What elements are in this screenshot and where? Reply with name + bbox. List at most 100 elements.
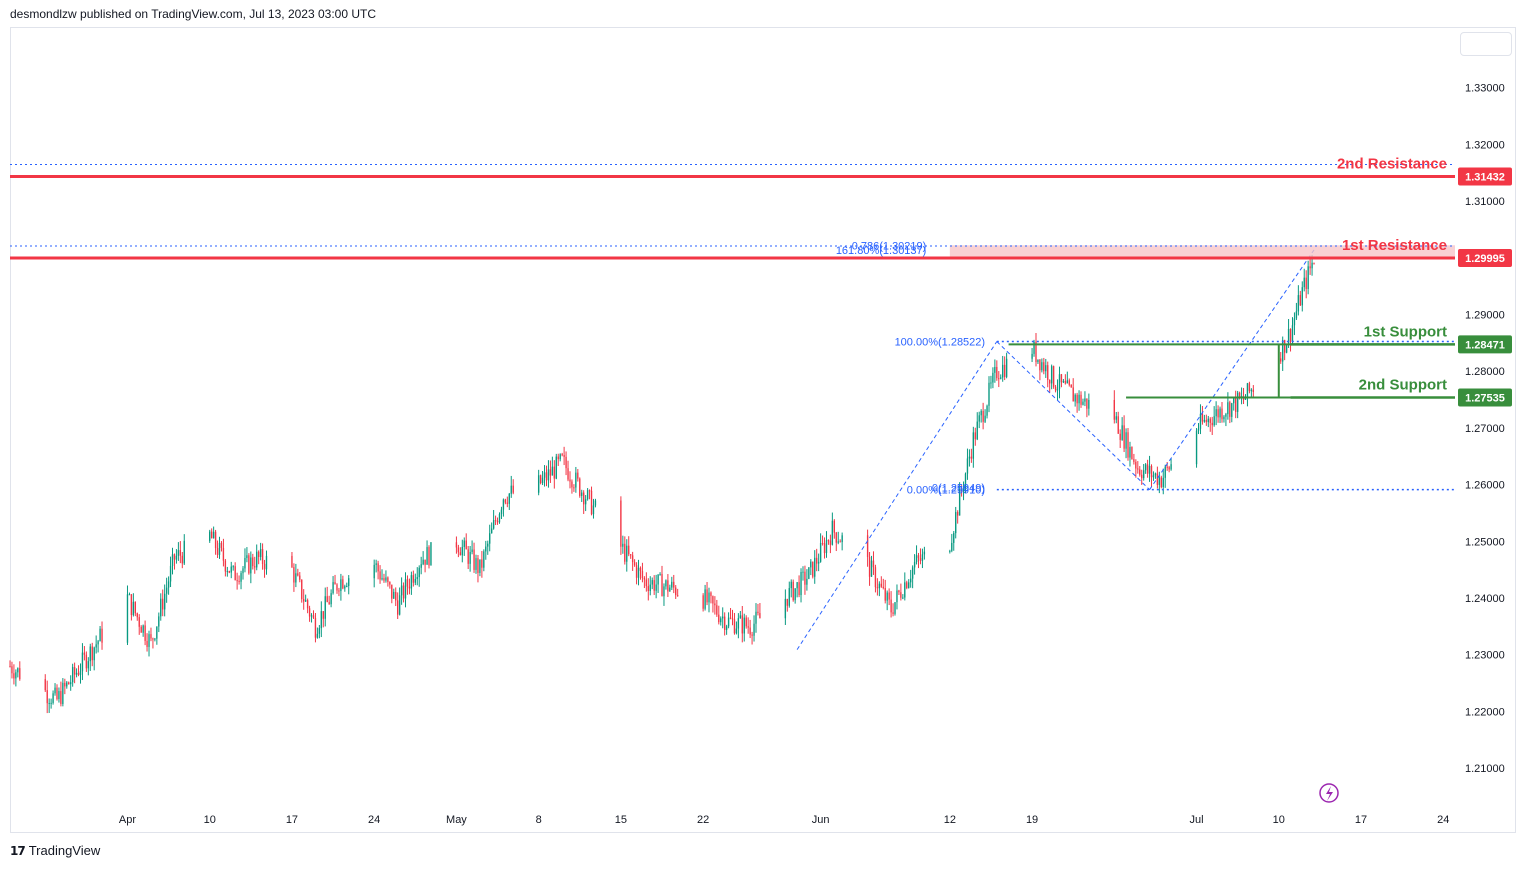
fib-trend-line [1149, 249, 1315, 490]
candle-body [1150, 465, 1153, 478]
candle-body [158, 616, 160, 627]
candle-body [741, 615, 743, 634]
candle-body [379, 571, 381, 580]
candle-body [160, 598, 162, 617]
candle-body [913, 561, 916, 568]
price-tag-text: 1.29995 [1465, 253, 1505, 265]
candle-body [759, 613, 761, 619]
candle-body [506, 502, 509, 504]
y-tick-label: 1.32000 [1465, 139, 1505, 151]
fib-target-zone [949, 245, 1455, 259]
candle-body [870, 560, 873, 577]
y-tick-label: 1.31000 [1465, 196, 1505, 208]
candle-body [344, 586, 346, 589]
candle-body [583, 492, 585, 505]
candle-body [1041, 362, 1043, 371]
candle-body [11, 666, 13, 674]
candle-body [148, 634, 150, 647]
candle-body [1199, 413, 1202, 429]
candle-body [152, 638, 154, 640]
price-tag [1458, 167, 1512, 186]
candle-body [1135, 461, 1137, 469]
candle-body [626, 545, 628, 562]
chart-frame[interactable] [10, 27, 1516, 833]
candle-body [299, 575, 301, 580]
candle-body [248, 555, 250, 574]
candle-body [1221, 408, 1223, 420]
candle-body [817, 561, 820, 564]
candle-body [716, 605, 718, 615]
candle-body [459, 552, 462, 556]
y-tick-label: 1.28000 [1465, 366, 1505, 378]
candle-body [169, 565, 172, 582]
candle-body [1227, 402, 1229, 415]
candle-body [753, 623, 755, 636]
candle-body [1142, 470, 1145, 479]
candle-body [1144, 464, 1147, 471]
candle-body [908, 582, 910, 588]
candle-body [641, 570, 644, 579]
candle-body [210, 531, 213, 539]
lightning-icon-bolt [1326, 786, 1333, 801]
y-tick-label: 1.23000 [1465, 650, 1505, 662]
candle-body [978, 415, 980, 422]
candle-body [1158, 477, 1161, 485]
candle-body [212, 531, 215, 539]
candle-body [906, 582, 908, 588]
candle-body [334, 582, 336, 585]
candle-body [471, 549, 473, 552]
candle-body [1231, 403, 1233, 417]
candle-body [406, 579, 409, 587]
candle-body [1070, 384, 1072, 388]
candle-body [708, 592, 710, 603]
candle-body [259, 549, 262, 557]
candle-body [87, 661, 90, 669]
candle-body [590, 490, 593, 515]
candle-body [1293, 318, 1296, 326]
candle-body [293, 567, 295, 583]
candle-body [244, 558, 246, 569]
candle-body [238, 580, 240, 582]
candle-body [1062, 380, 1065, 383]
candle-body [1309, 266, 1311, 269]
candle-body [89, 646, 91, 662]
candle-body [827, 540, 830, 542]
candle-body [308, 608, 311, 617]
candle-body [659, 573, 661, 575]
candle-body [831, 520, 834, 545]
candle-body [1082, 401, 1084, 405]
candle-body [250, 557, 252, 574]
fib-trend-line [796, 341, 998, 650]
candle-body [328, 602, 330, 605]
candle-body [710, 592, 712, 597]
candle-body [974, 432, 976, 440]
candle-body [154, 638, 156, 640]
candle-body [955, 512, 957, 534]
candle-body [310, 615, 313, 617]
candle-body [702, 595, 704, 609]
candle-body [1283, 340, 1286, 353]
price-scale-settings-button[interactable] [1460, 32, 1512, 56]
candle-body [64, 682, 66, 687]
candle-body [228, 571, 230, 573]
candle-body [919, 558, 922, 561]
x-tick-label: Apr [119, 814, 136, 826]
candle-body [1285, 344, 1288, 353]
price-tag-text: 1.31432 [1465, 171, 1505, 183]
candle-body [1246, 383, 1249, 399]
candle-body [83, 652, 86, 655]
candle-body [921, 554, 924, 561]
candle-body [408, 586, 411, 589]
candle-body [794, 588, 796, 601]
candle-body [956, 512, 959, 516]
candle-body [226, 571, 229, 573]
candle-body [951, 542, 953, 551]
footer-brand: TradingView [28, 843, 101, 858]
candle-body [398, 595, 401, 615]
candle-body [1201, 413, 1204, 422]
candle-body [1043, 362, 1045, 372]
candle-body [236, 580, 238, 582]
candle-body [455, 542, 458, 548]
candle-body [1213, 416, 1215, 426]
